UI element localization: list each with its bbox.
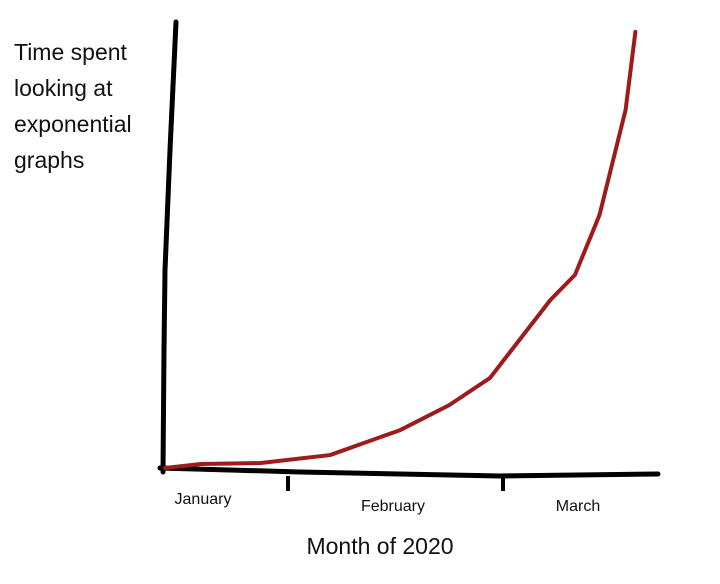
y-axis-label: Time spent looking at exponential graphs — [14, 39, 132, 173]
x-tick-label: March — [556, 498, 600, 515]
x-axis — [157, 465, 661, 479]
y-axis — [160, 19, 179, 475]
x-axis-label: Month of 2020 — [306, 533, 453, 559]
data-line — [163, 29, 638, 470]
x-tick-label: January — [175, 491, 232, 508]
x-tick-label: February — [361, 498, 425, 515]
